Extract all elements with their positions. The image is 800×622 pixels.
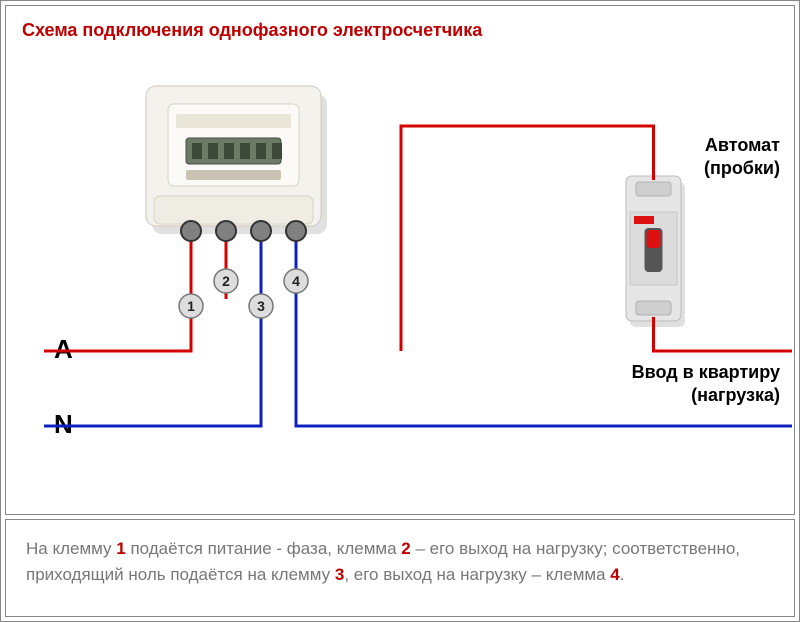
caption-text-4: , его выход на нагрузку – клемма bbox=[344, 565, 610, 584]
caption-text-5: . bbox=[620, 565, 625, 584]
wiring-svg: 1 2 3 4 bbox=[6, 6, 796, 514]
caption-num-3: 3 bbox=[335, 565, 344, 584]
caption-text-1: На клемму bbox=[26, 539, 116, 558]
caption-num-2: 2 bbox=[401, 539, 410, 558]
svg-text:2: 2 bbox=[222, 273, 230, 289]
diagram-container: Схема подключения однофазного электросче… bbox=[0, 0, 800, 622]
svg-text:1: 1 bbox=[187, 298, 195, 314]
caption-text-2: подаётся питание - фаза, клемма bbox=[126, 539, 402, 558]
svg-text:4: 4 bbox=[292, 273, 300, 289]
caption-num-1: 1 bbox=[116, 539, 125, 558]
diagram-panel: Схема подключения однофазного электросче… bbox=[5, 5, 795, 515]
caption-num-4: 4 bbox=[610, 565, 619, 584]
caption-panel: На клемму 1 подаётся питание - фаза, кле… bbox=[5, 519, 795, 617]
svg-text:3: 3 bbox=[257, 298, 265, 314]
